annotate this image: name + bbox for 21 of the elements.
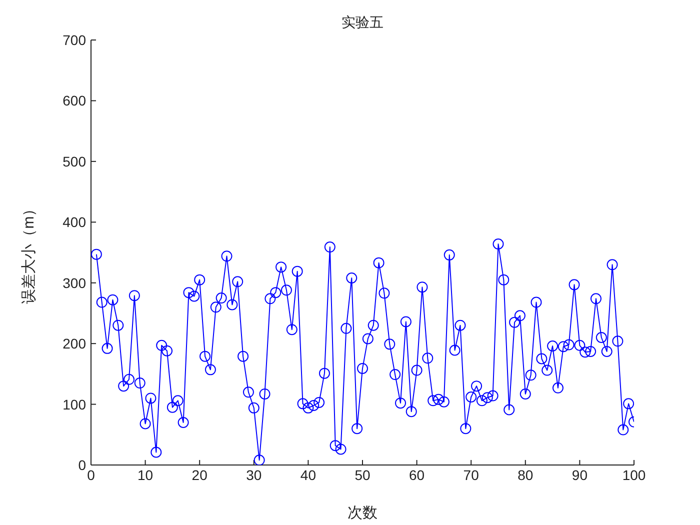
y-tick-label: 600	[62, 92, 86, 109]
x-tick-label: 10	[138, 466, 154, 483]
x-tick-label: 50	[354, 466, 370, 483]
x-tick-label: 80	[518, 466, 534, 483]
x-tick-label: 100	[622, 466, 646, 483]
x-axis-title: 次数	[348, 504, 378, 522]
y-tick-label: 300	[62, 274, 86, 291]
y-tick-label: 0	[78, 456, 86, 473]
chart-title: 实验五	[340, 14, 384, 32]
y-axis-title: 误差大小（m）	[20, 201, 38, 304]
x-tick-label: 40	[300, 466, 316, 483]
y-tick-label: 700	[62, 32, 86, 48]
x-tick-label: 90	[572, 466, 588, 483]
x-tick-label: 20	[192, 466, 208, 483]
y-tick-label: 200	[62, 336, 86, 352]
x-tick-label: 30	[246, 466, 262, 483]
y-tick-label: 500	[62, 153, 86, 170]
y-tick-label: 400	[62, 214, 86, 230]
x-tick-label: 70	[463, 466, 480, 483]
x-tick-label: 60	[409, 466, 425, 483]
y-tick-label: 100	[62, 396, 86, 412]
